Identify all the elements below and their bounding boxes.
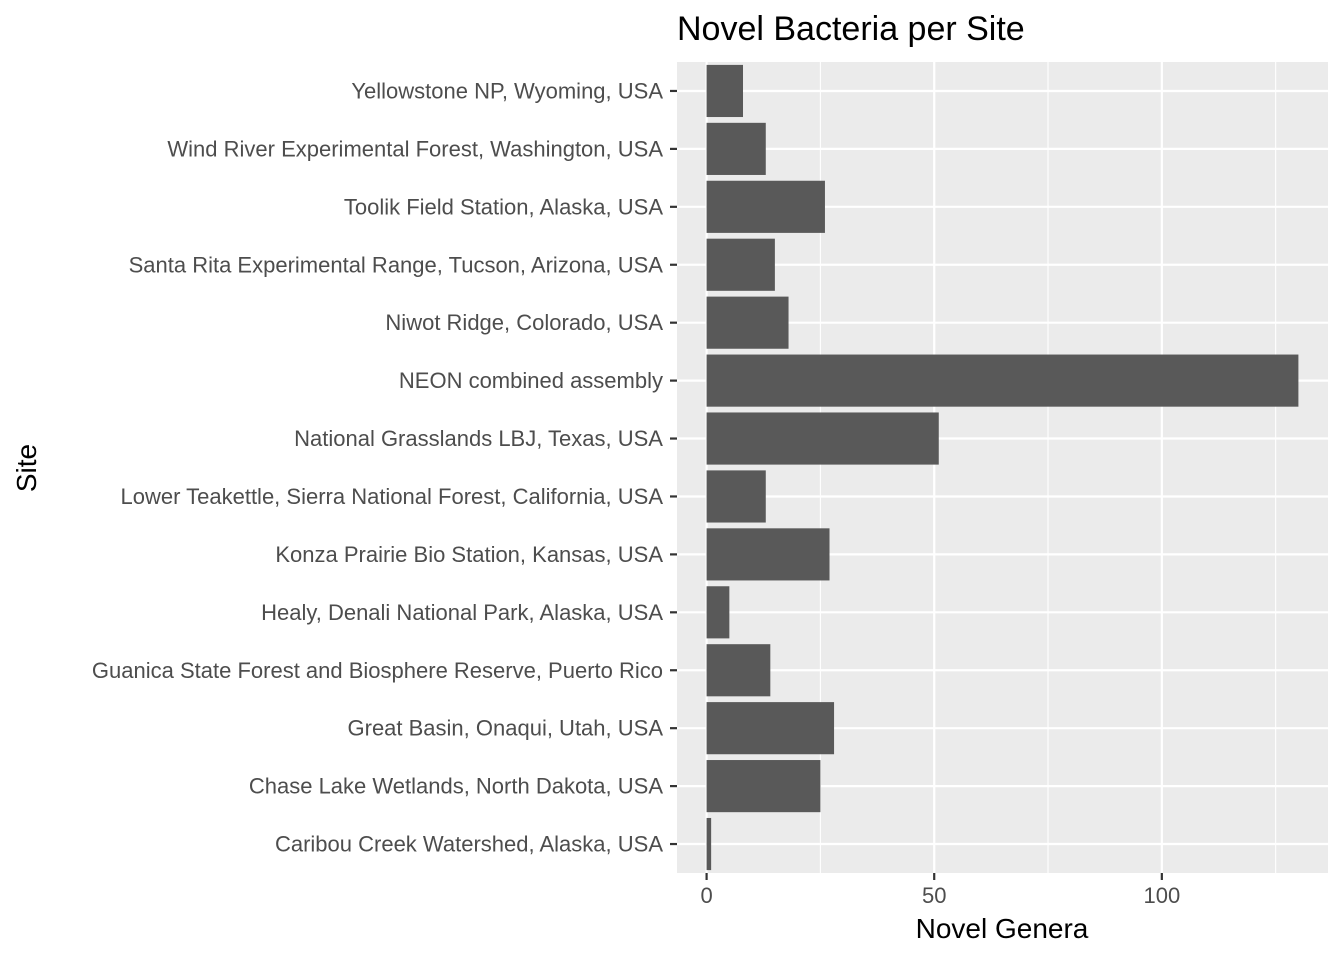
y-tick-label: National Grasslands LBJ, Texas, USA bbox=[294, 426, 663, 451]
bar bbox=[706, 470, 766, 523]
bars bbox=[706, 64, 1299, 871]
bar bbox=[706, 702, 835, 755]
y-axis: Yellowstone NP, Wyoming, USA Wind River E… bbox=[92, 78, 677, 857]
y-tick-label: Great Basin, Onaqui, Utah, USA bbox=[348, 716, 664, 741]
bar bbox=[706, 122, 766, 175]
y-tick-label: NEON combined assembly bbox=[399, 368, 663, 393]
y-tick-label: Caribou Creek Watershed, Alaska, USA bbox=[275, 832, 663, 857]
x-tick-label: 0 bbox=[700, 883, 712, 908]
x-axis: 0 50 100 bbox=[700, 873, 1180, 908]
bar bbox=[706, 412, 939, 465]
bar bbox=[706, 760, 821, 813]
x-tick-label: 50 bbox=[922, 883, 946, 908]
y-tick-label: Toolik Field Station, Alaska, USA bbox=[344, 194, 663, 219]
y-tick-label: Guanica State Forest and Biosphere Reser… bbox=[92, 658, 663, 683]
x-axis-title: Novel Genera bbox=[916, 913, 1089, 944]
bar bbox=[706, 528, 830, 581]
y-tick-label: Santa Rita Experimental Range, Tucson, A… bbox=[129, 252, 664, 277]
bar bbox=[706, 354, 1299, 407]
y-tick-label: Konza Prairie Bio Station, Kansas, USA bbox=[275, 542, 663, 567]
y-tick-label: Healy, Denali National Park, Alaska, USA bbox=[261, 600, 663, 625]
bar bbox=[706, 296, 789, 349]
bar bbox=[706, 586, 730, 639]
x-tick-label: 100 bbox=[1143, 883, 1180, 908]
bar bbox=[706, 64, 744, 118]
bar bbox=[706, 180, 825, 233]
y-axis-title: Site bbox=[11, 444, 42, 492]
y-tick-label: Lower Teakettle, Sierra National Forest,… bbox=[120, 484, 663, 509]
bar bbox=[706, 238, 775, 291]
chart-title: Novel Bacteria per Site bbox=[677, 10, 1025, 48]
y-tick-label: Yellowstone NP, Wyoming, USA bbox=[351, 78, 663, 103]
y-tick-label: Wind River Experimental Forest, Washingt… bbox=[167, 136, 663, 161]
y-tick-label: Chase Lake Wetlands, North Dakota, USA bbox=[249, 774, 663, 799]
y-tick-label: Niwot Ridge, Colorado, USA bbox=[385, 310, 663, 335]
bar bbox=[706, 644, 771, 697]
bar bbox=[706, 817, 712, 871]
